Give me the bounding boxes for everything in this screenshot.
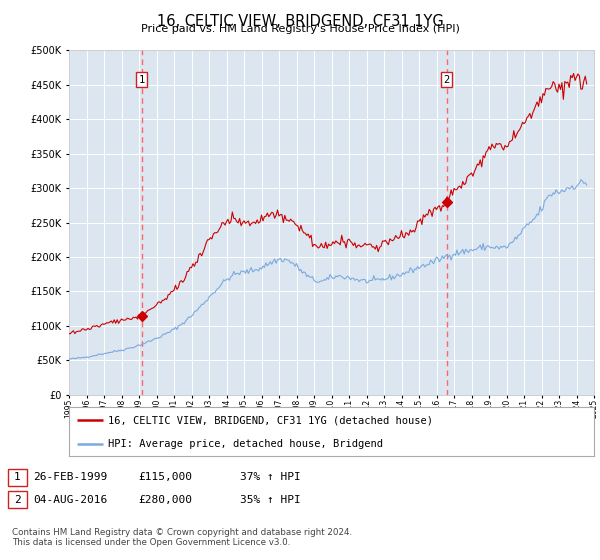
Text: 16, CELTIC VIEW, BRIDGEND, CF31 1YG (detached house): 16, CELTIC VIEW, BRIDGEND, CF31 1YG (det… <box>109 416 433 426</box>
Text: 16, CELTIC VIEW, BRIDGEND, CF31 1YG: 16, CELTIC VIEW, BRIDGEND, CF31 1YG <box>157 14 443 29</box>
Text: 1: 1 <box>14 472 21 482</box>
Text: 37% ↑ HPI: 37% ↑ HPI <box>240 472 301 482</box>
Text: HPI: Average price, detached house, Bridgend: HPI: Average price, detached house, Brid… <box>109 439 383 449</box>
Text: Contains HM Land Registry data © Crown copyright and database right 2024.
This d: Contains HM Land Registry data © Crown c… <box>12 528 352 547</box>
Point <box>137 311 146 320</box>
Text: 04-AUG-2016: 04-AUG-2016 <box>33 494 107 505</box>
Text: 26-FEB-1999: 26-FEB-1999 <box>33 472 107 482</box>
Text: Price paid vs. HM Land Registry's House Price Index (HPI): Price paid vs. HM Land Registry's House … <box>140 24 460 34</box>
Text: 1: 1 <box>139 74 145 85</box>
Point <box>442 198 451 207</box>
Text: 35% ↑ HPI: 35% ↑ HPI <box>240 494 301 505</box>
Text: £115,000: £115,000 <box>138 472 192 482</box>
Text: 2: 2 <box>14 494 21 505</box>
Text: £280,000: £280,000 <box>138 494 192 505</box>
Text: 2: 2 <box>443 74 450 85</box>
